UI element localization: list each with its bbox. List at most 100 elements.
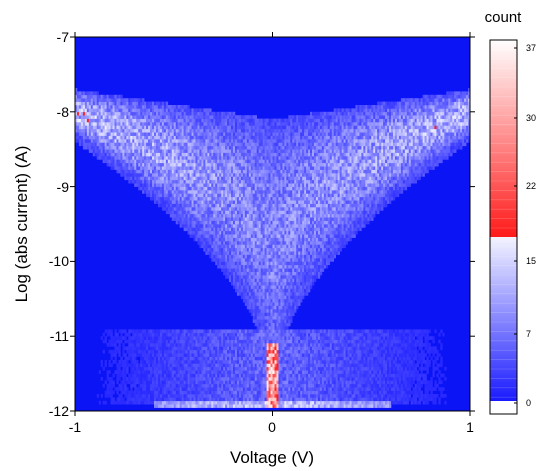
heatmap-cell: [177, 336, 180, 340]
heatmap-cell: [351, 234, 354, 238]
heatmap-cell: [246, 346, 250, 351]
heatmap-cell: [387, 353, 390, 357]
heatmap-cell: [177, 377, 180, 381]
heatmap-cell: [126, 360, 129, 364]
heatmap-cell: [323, 380, 327, 385]
heatmap-cell: [244, 241, 248, 245]
heatmap-cell: [187, 353, 190, 357]
heatmap-cell: [114, 349, 117, 354]
heatmap-cell: [215, 400, 218, 405]
heatmap-cell: [325, 251, 329, 255]
heatmap-cell: [231, 380, 234, 385]
heatmap-cell: [179, 336, 182, 340]
heatmap-cell: [215, 329, 218, 334]
heatmap-cell: [229, 377, 232, 381]
heatmap-cell: [229, 336, 232, 340]
heatmap-cell: [205, 346, 208, 351]
heatmap-cell: [272, 373, 275, 378]
heatmap-cell: [221, 349, 224, 354]
heatmap-cell: [317, 244, 321, 249]
heatmap-cell: [323, 329, 327, 334]
heatmap-cell: [132, 373, 135, 378]
heatmap-cell: [161, 343, 165, 347]
heatmap-cell: [438, 332, 441, 337]
heatmap-cell: [177, 394, 180, 398]
heatmap-cell: [136, 366, 139, 371]
heatmap-cell: [274, 254, 277, 259]
heatmap-cell: [333, 343, 336, 347]
heatmap-cell: [312, 264, 315, 269]
heatmap-cell: [402, 336, 406, 340]
heatmap-cell: [225, 261, 228, 266]
heatmap-cell: [159, 404, 163, 408]
heatmap-cell: [313, 247, 317, 252]
heatmap-cell: [319, 241, 323, 245]
heatmap-cell: [365, 397, 368, 402]
heatmap-cell: [357, 339, 360, 344]
heatmap-cell: [327, 244, 331, 249]
heatmap-cell: [215, 373, 218, 378]
heatmap-cell: [361, 349, 364, 354]
heatmap-cell: [365, 377, 368, 381]
heatmap-cell: [333, 237, 336, 242]
heatmap-cell: [312, 247, 315, 252]
heatmap-cell: [136, 343, 139, 347]
heatmap-cell: [227, 363, 230, 368]
heatmap-cell: [282, 363, 285, 368]
heatmap-cell: [246, 329, 250, 334]
heatmap-cell: [118, 360, 121, 364]
heatmap-cell: [187, 349, 190, 354]
heatmap-cell: [217, 261, 220, 266]
heatmap-cell: [389, 366, 392, 371]
heatmap-cell: [227, 404, 230, 408]
heatmap-cell: [155, 332, 159, 337]
heatmap-cell: [260, 234, 263, 238]
heatmap-cell: [304, 343, 307, 347]
heatmap-cell: [312, 258, 315, 262]
heatmap-cell: [264, 254, 267, 259]
heatmap-cell: [161, 394, 165, 398]
heatmap-cell: [335, 387, 338, 391]
heatmap-cell: [252, 400, 256, 405]
heatmap-cell: [288, 292, 291, 296]
heatmap-cell: [256, 237, 259, 242]
heatmap-cell: [223, 264, 226, 269]
heatmap-cell: [120, 400, 123, 405]
heatmap-cell: [381, 339, 384, 344]
heatmap-cell: [327, 329, 331, 334]
heatmap-cell: [225, 353, 228, 357]
heatmap-cell: [329, 343, 333, 347]
heatmap-cell: [264, 394, 267, 398]
heatmap-cell: [300, 370, 303, 374]
heatmap-cell: [300, 343, 303, 347]
heatmap-cell: [248, 278, 252, 283]
heatmap-cell: [400, 363, 404, 368]
heatmap-cell: [258, 275, 261, 279]
heatmap-cell: [157, 390, 161, 395]
heatmap-cell: [173, 377, 177, 381]
heatmap-cell: [126, 366, 129, 371]
heatmap-cell: [227, 261, 230, 266]
heatmap-cell: [171, 353, 175, 357]
heatmap-cell: [234, 275, 238, 279]
heatmap-cell: [317, 261, 321, 266]
heatmap-cell: [163, 339, 167, 344]
heatmap-cell: [377, 370, 380, 374]
heatmap-cell: [260, 373, 263, 378]
heatmap-cell: [163, 336, 167, 340]
heatmap-cell: [238, 363, 242, 368]
heatmap-cell: [120, 397, 123, 402]
heatmap-cell: [298, 251, 301, 255]
heatmap-cell: [250, 339, 254, 344]
heatmap-cell: [302, 244, 305, 249]
heatmap-cell: [272, 244, 275, 249]
heatmap-cell: [161, 387, 165, 391]
heatmap-cell: [432, 394, 435, 398]
heatmap-cell: [414, 383, 417, 388]
heatmap-cell: [343, 377, 346, 381]
heatmap-cell: [134, 380, 137, 385]
heatmap-cell: [288, 390, 291, 395]
heatmap-cell: [353, 332, 356, 337]
heatmap-cell: [339, 247, 342, 252]
heatmap-cell: [256, 278, 259, 283]
